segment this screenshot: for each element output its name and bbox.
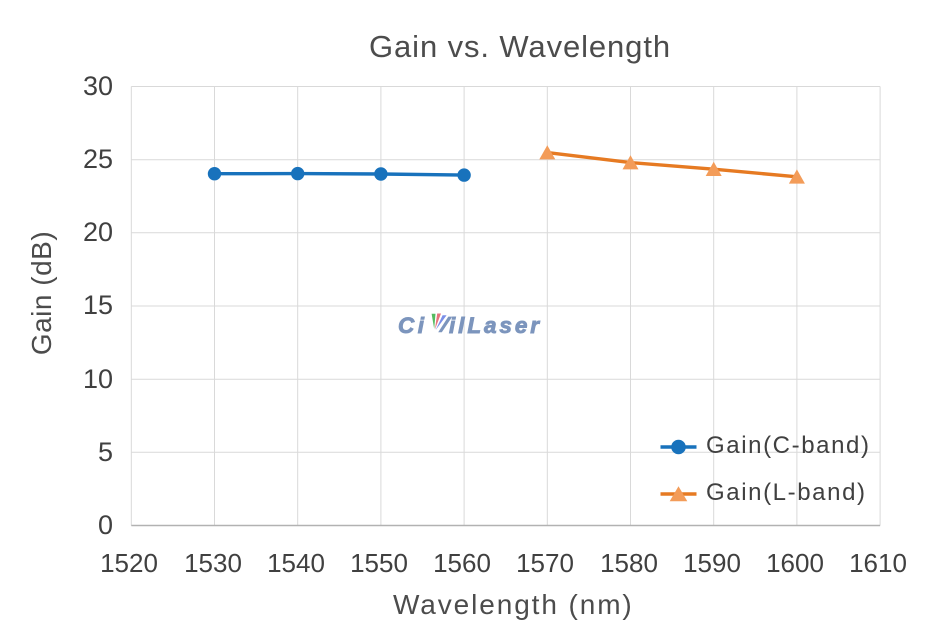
svg-text:Ci: Ci (398, 313, 425, 338)
svg-text:ilLaser: ilLaser (449, 313, 540, 338)
